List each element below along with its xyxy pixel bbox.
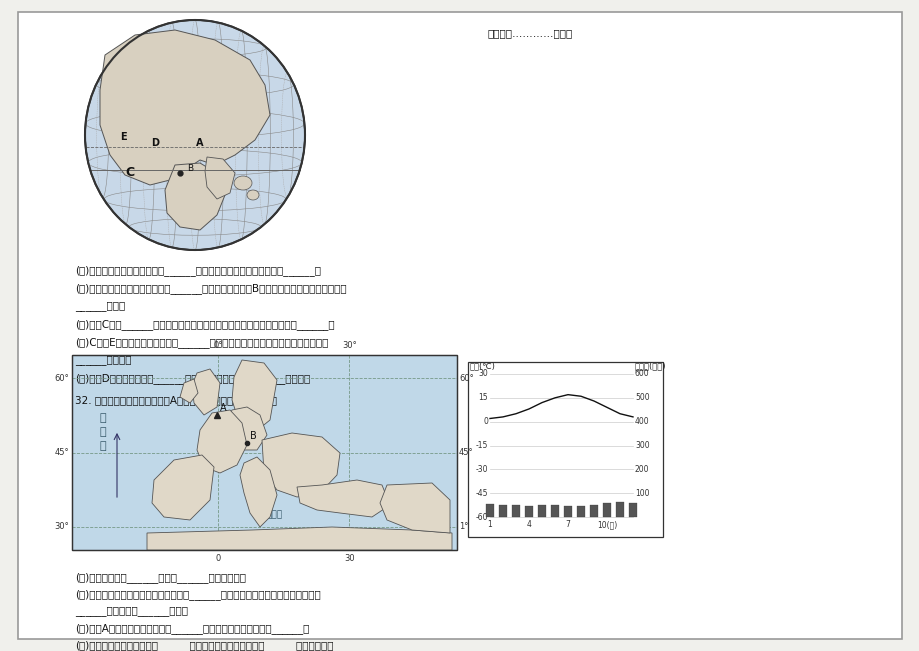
Text: (４)C地与E地自然带的差异体现了______地带性分异规律，该地域分异规律的形成以: (４)C地与E地自然带的差异体现了______地带性分异规律，该地域分异规律的形… — [75, 337, 328, 348]
Text: -30: -30 — [475, 465, 487, 474]
FancyBboxPatch shape — [18, 12, 901, 639]
Text: D: D — [151, 138, 159, 148]
Text: C: C — [125, 167, 134, 180]
Bar — [576, 506, 584, 517]
Text: 200: 200 — [634, 465, 649, 474]
Bar — [511, 505, 520, 517]
Ellipse shape — [85, 20, 305, 250]
Polygon shape — [197, 410, 246, 473]
Text: -60: -60 — [475, 512, 487, 521]
Text: 0°: 0° — [213, 341, 222, 350]
Text: A: A — [220, 403, 226, 413]
Text: 600: 600 — [634, 370, 649, 378]
Bar — [550, 505, 559, 517]
Text: 气温(℃): 气温(℃) — [470, 361, 495, 370]
Text: 大: 大 — [100, 413, 107, 423]
Text: ______为基础。: ______为基础。 — [75, 355, 131, 365]
Ellipse shape — [246, 190, 259, 200]
Text: 60°: 60° — [54, 374, 69, 383]
Bar — [602, 503, 611, 517]
Text: 30: 30 — [478, 370, 487, 378]
Text: (２)地中海沿岸地区主要气候类型名称是______气候，它夏季降水少的原因是图为受: (２)地中海沿岸地区主要气候类型名称是______气候，它夏季降水少的原因是图为… — [75, 589, 321, 600]
Polygon shape — [232, 360, 277, 433]
Text: B: B — [187, 164, 193, 173]
Text: 1: 1 — [487, 520, 492, 529]
Polygon shape — [205, 157, 234, 199]
Text: 100: 100 — [634, 489, 649, 497]
Text: ______的控制，多______天气。: ______的控制，多______天气。 — [75, 606, 187, 616]
Polygon shape — [147, 527, 451, 550]
Text: 32. 阅读世界某区域略图和图中A城市的气候统计图，完成下列问题。: 32. 阅读世界某区域略图和图中A城市的气候统计图，完成下列问题。 — [75, 395, 277, 405]
Polygon shape — [227, 407, 267, 450]
Polygon shape — [240, 457, 277, 527]
Text: (３)图中C地受______（气压带）控制，常年高温多雨；该地区的自然带是______。: (３)图中C地受______（气压带）控制，常年高温多雨；该地区的自然带是___… — [75, 319, 335, 330]
Text: 0: 0 — [482, 417, 487, 426]
Text: 降水量(毫米): 降水量(毫米) — [634, 361, 665, 370]
Polygon shape — [192, 369, 220, 415]
Polygon shape — [100, 30, 269, 185]
Text: 45°: 45° — [54, 448, 69, 457]
Text: 15: 15 — [478, 393, 487, 402]
Text: 洋: 洋 — [100, 441, 107, 451]
Text: 300: 300 — [634, 441, 649, 450]
Text: 45°: 45° — [459, 448, 473, 457]
Bar — [563, 506, 572, 517]
Bar — [72, 355, 457, 550]
Text: 7: 7 — [565, 520, 570, 529]
Text: (１)地中海因地处______板块和______板块交界处。: (１)地中海因地处______板块和______板块交界处。 — [75, 572, 245, 583]
Text: 30: 30 — [344, 554, 354, 563]
Bar — [615, 502, 624, 517]
Bar — [537, 505, 546, 517]
Text: 500: 500 — [634, 393, 649, 402]
Text: -15: -15 — [475, 441, 487, 450]
Text: ______时针。: ______时针。 — [75, 301, 125, 311]
Text: (２)该季节我国东南沿海地区盛行______风（风向）；图中B处热带气旋，其气流旋转方向为: (２)该季节我国东南沿海地区盛行______风（风向）；图中B处热带气旋，其气流… — [75, 283, 346, 294]
Bar — [485, 504, 494, 517]
Text: 西: 西 — [100, 427, 107, 437]
Polygon shape — [380, 483, 449, 533]
Text: (１)该图所表示的北半球节气为______；该日，湖南的昼夜长短状况是______。: (１)该图所表示的北半球节气为______；该日，湖南的昼夜长短状况是_____… — [75, 265, 321, 276]
Polygon shape — [262, 433, 340, 497]
Text: B: B — [250, 431, 256, 441]
Polygon shape — [165, 163, 225, 230]
Text: (３)图中A城市所在自然带名称是______带，该城市的气候特征是______。: (３)图中A城市所在自然带名称是______带，该城市的气候特征是______。 — [75, 623, 309, 634]
Polygon shape — [297, 480, 390, 517]
Text: -45: -45 — [475, 489, 487, 497]
Text: 10(月): 10(月) — [596, 520, 617, 529]
Bar — [589, 505, 597, 517]
Text: 0: 0 — [215, 554, 221, 563]
Bar — [524, 506, 533, 517]
Text: 1°: 1° — [459, 522, 468, 531]
Polygon shape — [152, 455, 214, 520]
Text: E: E — [119, 132, 126, 142]
Ellipse shape — [233, 176, 252, 190]
Text: (４)图中洋流对气候的影响是______，对沿岸农业的主要影响是______，沿岸地区农: (４)图中洋流对气候的影响是______，对沿岸农业的主要影响是______，沿… — [75, 640, 334, 651]
Polygon shape — [180, 379, 198, 403]
Text: A: A — [196, 138, 203, 148]
Text: (５)图中D处的洋流名称为______，其对大陆沿岸气候具有______的作用。: (５)图中D处的洋流名称为______，其对大陆沿岸气候具有______的作用。 — [75, 373, 310, 384]
Text: 400: 400 — [634, 417, 649, 426]
Text: 30°: 30° — [342, 341, 357, 350]
Text: 4: 4 — [526, 520, 531, 529]
Text: 业类型以…………为主。: 业类型以…………为主。 — [487, 28, 573, 38]
Text: 地中海: 地中海 — [267, 510, 283, 519]
Bar — [498, 505, 507, 517]
Text: 30°: 30° — [54, 522, 69, 531]
Bar — [468, 362, 663, 537]
Text: 60°: 60° — [459, 374, 473, 383]
Bar — [628, 503, 637, 517]
Bar — [72, 355, 457, 550]
